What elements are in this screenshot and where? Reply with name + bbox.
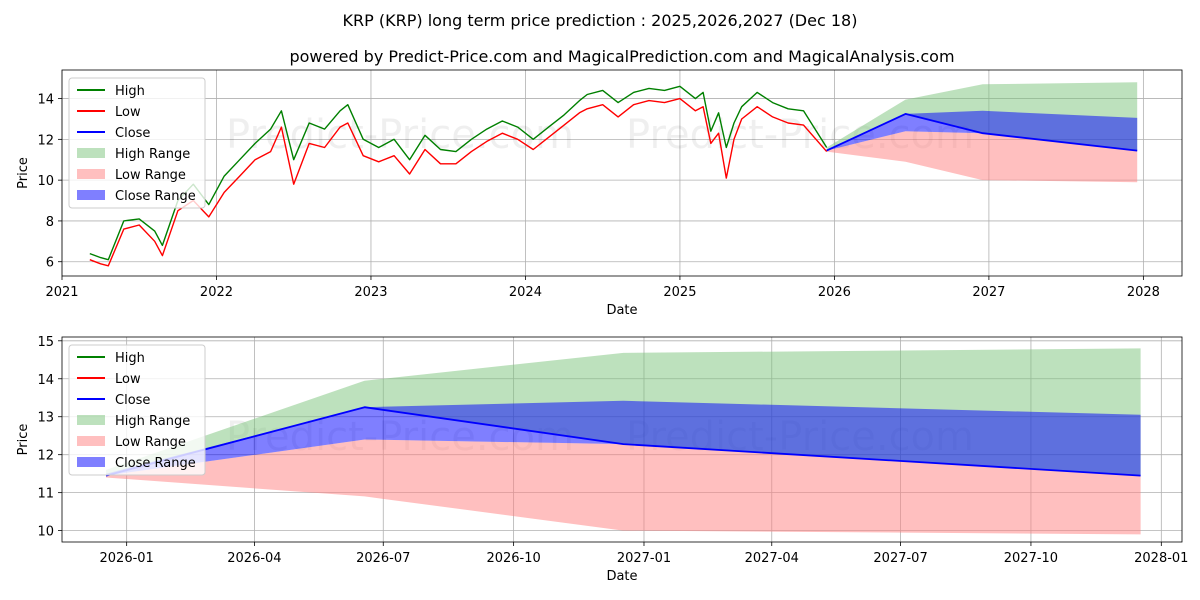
x-tick-label: 2023 <box>354 285 387 300</box>
x-tick-label: 2022 <box>200 285 233 300</box>
legend-swatch-high-range <box>77 415 105 425</box>
low-range-band <box>826 131 1138 183</box>
x-tick-label: 2025 <box>663 285 696 300</box>
y-axis-label: Price <box>16 157 31 189</box>
legend-swatch-low-range <box>77 169 105 179</box>
y-tick-label: 13 <box>37 411 54 426</box>
y-axis-label: Price <box>16 424 31 456</box>
close-range-band <box>106 400 1141 476</box>
x-tick-label: 2026-04 <box>227 551 281 566</box>
legend-swatch-high-range <box>77 148 105 158</box>
y-tick-label: 14 <box>37 93 54 108</box>
legend-label-high: High <box>115 351 145 366</box>
low-series-line <box>89 97 828 267</box>
high-series-line <box>89 85 828 261</box>
x-axis-label: Date <box>606 569 637 584</box>
y-tick-label: 12 <box>37 449 54 464</box>
legend-label-close: Close <box>115 393 150 408</box>
legend-label-close-range: Close Range <box>115 456 196 471</box>
x-tick-label: 2027 <box>972 285 1005 300</box>
close-series-line <box>826 113 1138 152</box>
x-tick-label: 2024 <box>509 285 542 300</box>
plot-frame <box>61 336 1183 543</box>
close-range-band <box>826 110 1138 151</box>
legend-swatch-close-range <box>77 190 105 200</box>
legend-swatch-low-range <box>77 436 105 446</box>
y-tick-label: 8 <box>46 215 54 230</box>
y-tick-label: 12 <box>37 133 54 148</box>
legend-swatch-close-range <box>77 457 105 467</box>
y-tick-label: 15 <box>37 335 54 350</box>
x-tick-label: 2028 <box>1127 285 1160 300</box>
plot-frame <box>61 69 1183 277</box>
y-tick-label: 11 <box>37 487 54 502</box>
x-axis-label: Date <box>606 303 637 318</box>
x-tick-label: 2027-07 <box>873 551 927 566</box>
legend-label-low-range: Low Range <box>115 435 186 450</box>
legend-label-high-range: High Range <box>115 414 190 429</box>
y-tick-label: 10 <box>37 525 54 540</box>
top-chart-panel: 2021 2022 2023 2024 2025 2026 2027 2028 6 8 10 12 14… <box>16 69 1183 318</box>
legend-label-low-range: Low Range <box>115 168 186 183</box>
low-range-band <box>106 439 1141 535</box>
x-tick-label: 2028-01 <box>1134 551 1188 566</box>
x-tick-label: 2026-01 <box>100 551 154 566</box>
bottom-chart-panel: 2026-01 2026-04 2026-07 2026-10 2027-01 2027-… <box>16 335 1188 584</box>
x-tick-label: 2026-07 <box>356 551 410 566</box>
legend-label-high-range: High Range <box>115 147 190 162</box>
y-tick-label: 6 <box>46 256 54 271</box>
legend-label-low: Low <box>115 105 141 120</box>
x-tick-label: 2027-01 <box>617 551 671 566</box>
x-tick-label: 2027-04 <box>745 551 799 566</box>
y-tick-label: 14 <box>37 373 54 388</box>
chart-subtitle: powered by Predict-Price.com and Magical… <box>289 47 954 66</box>
legend-label-low: Low <box>115 372 141 387</box>
legend-label-close-range: Close Range <box>115 189 196 204</box>
chart-title: KRP (KRP) long term price prediction : 2… <box>343 11 858 30</box>
x-tick-label: 2026-10 <box>486 551 540 566</box>
x-tick-label: 2026 <box>818 285 851 300</box>
close-series-line <box>105 406 1141 477</box>
legend-label-high: High <box>115 84 145 99</box>
y-tick-label: 10 <box>37 174 54 189</box>
x-tick-label: 2027-10 <box>1004 551 1058 566</box>
x-tick-label: 2021 <box>45 285 78 300</box>
legend-label-close: Close <box>115 126 150 141</box>
